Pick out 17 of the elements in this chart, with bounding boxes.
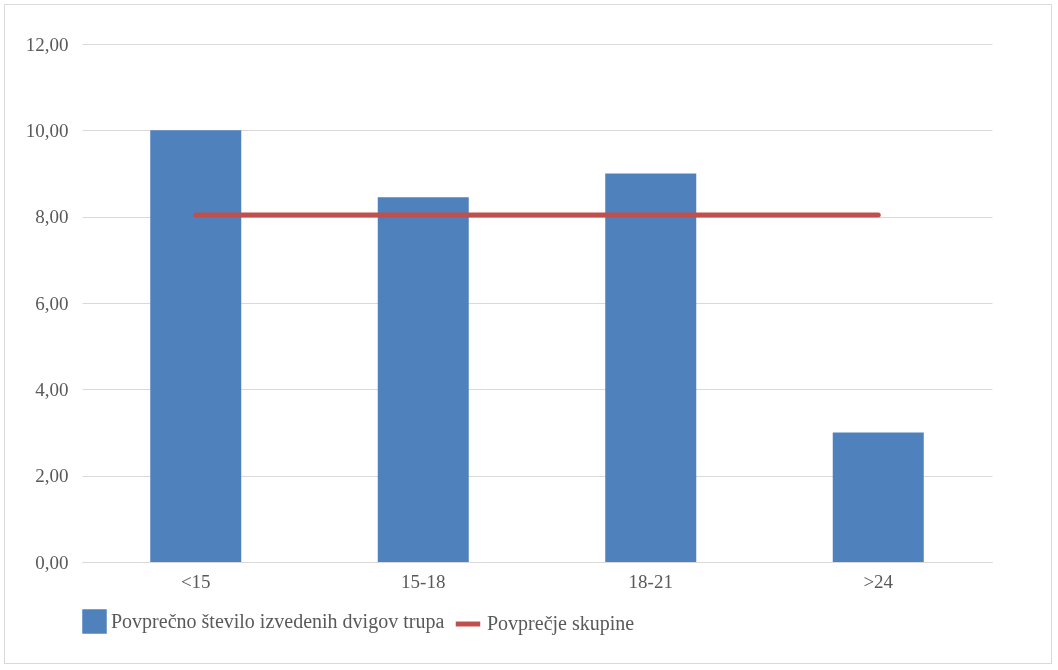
y-tick-label: 6,00 <box>35 292 69 314</box>
bar <box>605 173 697 562</box>
y-tick-label: 0,00 <box>35 551 69 573</box>
x-tick-label: <15 <box>180 570 211 592</box>
legend-label: Povprečje skupine <box>487 612 635 635</box>
y-tick-label: 10,00 <box>25 119 69 141</box>
x-tick-label: 15-18 <box>401 570 446 592</box>
y-tick-label: 8,00 <box>35 206 69 228</box>
y-tick-label: 2,00 <box>35 465 69 487</box>
x-tick-label: 18-21 <box>628 570 673 592</box>
y-tick-label: 12,00 <box>25 33 69 55</box>
bar <box>150 130 242 562</box>
y-tick-label: 4,00 <box>35 378 69 400</box>
bar <box>377 197 469 562</box>
bar <box>832 432 924 562</box>
x-tick-label: >24 <box>863 570 894 592</box>
legend-label: Povprečno število izvedenih dvigov trupa <box>111 609 445 633</box>
